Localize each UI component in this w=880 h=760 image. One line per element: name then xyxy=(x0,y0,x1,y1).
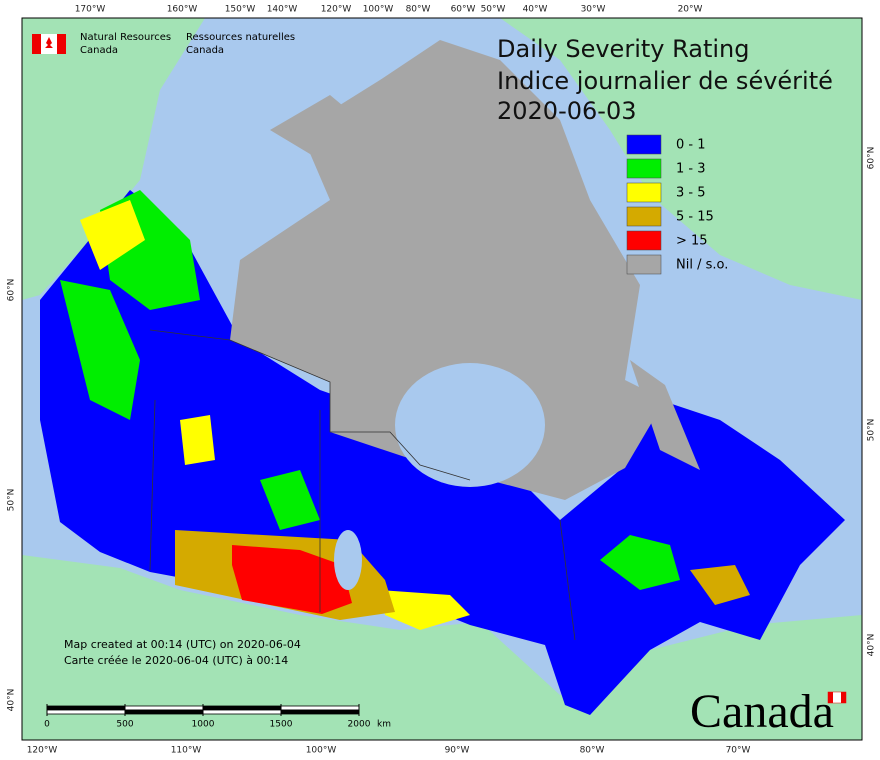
graticule-label: 80°W xyxy=(580,746,605,756)
graticule-label: 110°W xyxy=(171,746,202,756)
graticule-label: 70°W xyxy=(726,746,751,756)
dept-fr: Canada xyxy=(186,45,224,56)
graticule-label: 160°W xyxy=(167,5,198,15)
region-moderate xyxy=(600,535,680,590)
graticule-label: 40°W xyxy=(523,5,548,15)
scale-segment xyxy=(124,705,204,711)
wordmark: Canada xyxy=(690,685,834,738)
legend-label: > 15 xyxy=(676,234,708,249)
scale-segment xyxy=(202,709,282,715)
scale-unit: km xyxy=(377,720,391,730)
hudson-bay xyxy=(395,363,545,487)
graticule-label: 90°W xyxy=(445,746,470,756)
legend-swatch xyxy=(626,134,662,155)
credit: Map created at 00:14 (UTC) on 2020-06-04 xyxy=(64,638,301,651)
region-moderate xyxy=(60,280,140,420)
region-very-high xyxy=(690,565,750,605)
maple-leaf xyxy=(45,37,53,51)
scale-label: 2000 xyxy=(348,720,371,730)
scale-segment xyxy=(280,709,360,715)
graticule-label: 100°W xyxy=(363,5,394,15)
region-moderate xyxy=(260,470,320,530)
boundary xyxy=(149,329,471,481)
dept-en: Natural Resources xyxy=(80,32,171,43)
flag-band xyxy=(32,34,41,54)
region-high xyxy=(80,200,145,270)
flag-band xyxy=(841,692,846,703)
graticule-label: 20°W xyxy=(678,5,703,15)
region-high xyxy=(380,590,470,630)
title: Daily Severity Rating xyxy=(497,35,749,63)
legend-label: 3 - 5 xyxy=(676,186,706,201)
legend-label: 0 - 1 xyxy=(676,138,706,153)
greenland xyxy=(500,18,862,300)
title: 2020-06-03 xyxy=(497,97,636,125)
legend-label: Nil / s.o. xyxy=(676,258,728,273)
title: Indice journalier de sévérité xyxy=(497,67,833,95)
legend-label: 5 - 15 xyxy=(676,210,714,225)
map-area xyxy=(22,18,862,740)
dept-en: Canada xyxy=(80,45,118,56)
lake xyxy=(334,530,362,590)
flag-band xyxy=(57,34,66,54)
legend-swatch xyxy=(626,206,662,227)
scale-label: 1500 xyxy=(270,720,293,730)
graticule-label: 170°W xyxy=(75,5,106,15)
legend-label: 1 - 3 xyxy=(676,162,706,177)
scale-label: 0 xyxy=(44,720,50,730)
graticule-label: 40°N xyxy=(867,634,877,657)
alaska xyxy=(22,18,205,300)
graticule-label: 120°W xyxy=(27,746,58,756)
boundary xyxy=(149,399,156,571)
graticule-label: 60°W xyxy=(451,5,476,15)
graticule-label: 50°N xyxy=(867,419,877,442)
legend-swatch xyxy=(626,182,662,203)
graticule-label: 60°N xyxy=(7,279,17,302)
legend-swatch xyxy=(626,230,662,251)
graticule-label: 80°W xyxy=(406,5,431,15)
graticule-label: 120°W xyxy=(321,5,352,15)
graticule-label: 50°N xyxy=(7,489,17,512)
scale-segment xyxy=(124,709,204,715)
scale-segment xyxy=(46,705,126,711)
credit: Carte créée le 2020-06-04 (UTC) à 00:14 xyxy=(64,654,288,667)
scale-segment xyxy=(202,705,282,711)
scale-label: 500 xyxy=(116,720,133,730)
frame xyxy=(21,17,863,741)
dept-fr: Ressources naturelles xyxy=(186,32,295,43)
logo: Natural Resources Canada Ressources natu… xyxy=(32,32,295,56)
graticule-label: 60°N xyxy=(867,147,877,170)
flag-band xyxy=(828,692,833,703)
region-nil xyxy=(230,40,665,500)
legend-swatch xyxy=(626,254,662,275)
scale-segment xyxy=(280,705,360,711)
island xyxy=(400,45,470,110)
labrador-nil xyxy=(630,360,700,470)
scale-label: 1000 xyxy=(192,720,215,730)
region-extreme xyxy=(232,545,352,614)
graticule-label: 50°W xyxy=(481,5,506,15)
graticule-label: 30°W xyxy=(581,5,606,15)
graticule-label: 40°N xyxy=(7,689,17,712)
united-states xyxy=(22,555,862,740)
graticule-label: 140°W xyxy=(267,5,298,15)
graticule-label: 150°W xyxy=(225,5,256,15)
region-high xyxy=(180,415,215,465)
graticule-label: 100°W xyxy=(306,746,337,756)
legend-swatch xyxy=(626,158,662,179)
boundary xyxy=(559,519,576,641)
island xyxy=(270,95,360,160)
scale-segment xyxy=(46,709,126,715)
